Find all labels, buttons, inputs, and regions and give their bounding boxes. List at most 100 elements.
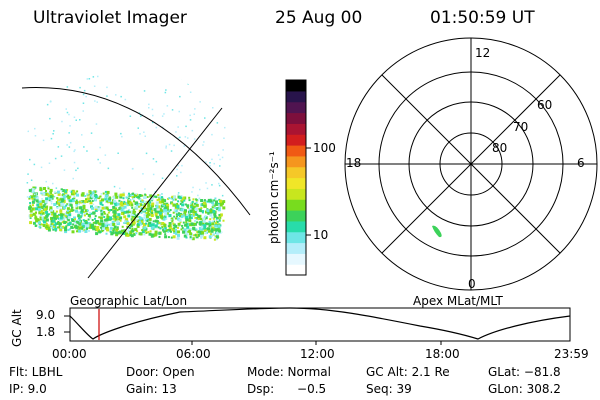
emission-pixel	[157, 205, 161, 209]
emission-pixel	[179, 203, 182, 205]
emission-pixel	[26, 116, 29, 119]
emission-pixel	[67, 203, 71, 206]
emission-pixel	[214, 203, 218, 206]
emission-pixel	[77, 167, 79, 170]
emission-pixel	[87, 218, 90, 221]
emission-pixel	[134, 214, 138, 218]
emission-pixel	[200, 225, 204, 229]
emission-pixel	[91, 200, 94, 202]
emission-pixel	[123, 201, 127, 205]
emission-pixel	[172, 211, 175, 214]
emission-pixel	[195, 206, 198, 209]
emission-pixel	[211, 184, 213, 186]
emission-pixel	[56, 198, 60, 202]
emission-pixel	[167, 236, 170, 239]
emission-pixel	[101, 204, 104, 206]
emission-pixel	[147, 202, 151, 206]
emission-pixel	[189, 119, 192, 121]
emission-pixel	[115, 233, 119, 237]
emission-pixel	[138, 112, 141, 114]
emission-pixel	[163, 113, 165, 115]
emission-pixel	[74, 149, 76, 151]
emission-pixel	[85, 219, 88, 222]
emission-pixel	[192, 227, 196, 231]
colorbar-cell	[286, 210, 306, 222]
emission-pixel	[162, 203, 165, 206]
emission-pixel	[125, 220, 129, 224]
emission-pixel	[104, 197, 108, 201]
emission-pixel	[27, 83, 30, 85]
emission-pixel	[113, 225, 117, 229]
emission-pixel	[60, 190, 63, 192]
emission-pixel	[140, 115, 142, 117]
emission-pixel	[99, 222, 103, 226]
mlt-line-diag-2	[381, 74, 561, 254]
emission-pixel	[189, 209, 193, 213]
emission-pixel	[152, 220, 155, 223]
emission-pixel	[59, 208, 62, 211]
emission-pixel	[65, 193, 68, 196]
emission-pixel	[68, 132, 70, 134]
emission-pixel	[176, 175, 178, 177]
emission-pixel	[142, 207, 145, 210]
emission-pixel	[49, 206, 53, 210]
emission-pixel	[216, 232, 220, 235]
emission-pixel	[190, 205, 193, 208]
emission-pixel	[165, 145, 167, 147]
emission-pixel	[151, 204, 154, 208]
emission-pixel	[183, 145, 185, 147]
emission-pixel	[92, 76, 95, 78]
emission-pixel	[133, 196, 136, 199]
emission-pixel	[170, 218, 173, 221]
emission-pixel	[158, 216, 161, 219]
emission-pixel	[175, 228, 177, 231]
emission-pixel	[89, 192, 93, 196]
geo-longitude-value: GLon: 308.2	[488, 382, 561, 396]
emission-pixel	[196, 221, 199, 224]
emission-pixel	[50, 137, 53, 140]
emission-pixel	[165, 214, 168, 217]
emission-pixel	[79, 222, 83, 226]
emission-pixel	[119, 193, 123, 197]
emission-pixel	[187, 137, 189, 139]
emission-pixel	[98, 206, 101, 209]
colorbar-unit-label: photon cm⁻²s⁻¹	[267, 151, 281, 244]
emission-pixel	[205, 182, 207, 184]
emission-pixel	[144, 219, 147, 222]
emission-pixel	[57, 201, 61, 205]
emission-pixel	[219, 216, 222, 219]
emission-pixel	[137, 127, 139, 129]
emission-pixel	[213, 214, 217, 218]
emission-pixel	[189, 232, 193, 236]
emission-pixel	[68, 146, 71, 148]
emission-pixel	[34, 186, 37, 189]
emission-pixel	[164, 217, 168, 220]
emission-pixel	[202, 210, 205, 213]
sequence-value: Seq: 39	[366, 382, 412, 396]
emission-pixel	[145, 217, 148, 220]
emission-pixel	[194, 234, 197, 237]
emission-pixel	[69, 190, 71, 193]
emission-pixel	[50, 219, 54, 222]
emission-pixel	[75, 209, 78, 213]
emission-pixel	[176, 236, 180, 240]
emission-pixel	[106, 190, 110, 194]
emission-pixel	[57, 192, 61, 196]
emission-pixel	[168, 197, 171, 200]
emission-pixel	[214, 224, 218, 228]
emission-pixel	[142, 209, 145, 212]
mlat-label-70: 70	[513, 120, 529, 134]
emission-pixel	[97, 158, 99, 161]
instrument-title: Ultraviolet Imager	[33, 8, 187, 28]
emission-pixel	[56, 197, 59, 200]
emission-pixel	[40, 206, 43, 209]
emission-pixel	[78, 203, 80, 205]
emission-pixel	[34, 215, 37, 218]
emission-pixel	[212, 232, 215, 235]
emission-pixel	[109, 230, 112, 233]
emission-pixel	[164, 206, 168, 210]
colorbar-cell	[286, 80, 306, 92]
emission-pixel	[83, 229, 86, 232]
emission-pixel	[84, 224, 88, 227]
emission-pixel	[197, 215, 201, 219]
